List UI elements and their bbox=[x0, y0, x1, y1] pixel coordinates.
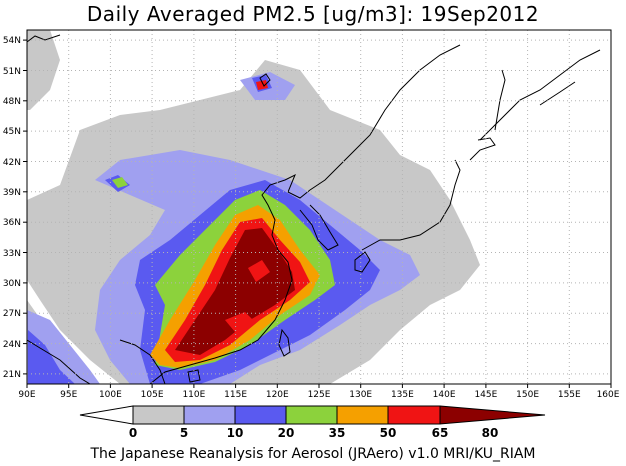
lat-label: 30N bbox=[3, 279, 21, 289]
level-80-plus bbox=[175, 228, 295, 355]
colorbar-label: 80 bbox=[482, 426, 499, 440]
grid bbox=[27, 30, 611, 384]
lake-baikal bbox=[259, 73, 271, 87]
lat-label: 45N bbox=[3, 127, 21, 137]
lat-labels: 21N 24N 27N 30N 33N 36N 39N 42N 45N 48N … bbox=[3, 36, 21, 380]
colorbar-min-arrow bbox=[79, 405, 134, 425]
tick-marks bbox=[23, 39, 612, 388]
level-35-50-b bbox=[112, 177, 128, 188]
colorbar-label: 0 bbox=[129, 426, 137, 440]
china-coast bbox=[149, 44, 461, 384]
colorbar-swatch-5 bbox=[132, 405, 185, 425]
kuril bbox=[539, 81, 576, 106]
lat-label: 24N bbox=[3, 340, 21, 350]
colorbar-swatch-50 bbox=[336, 405, 389, 425]
lat-label: 39N bbox=[3, 188, 21, 198]
red-hotspot-2 bbox=[225, 312, 255, 332]
colorbar-swatch-35 bbox=[285, 405, 338, 425]
lon-label: 95E bbox=[60, 390, 77, 400]
level-65-80-b bbox=[256, 80, 268, 90]
hainan bbox=[187, 369, 201, 383]
lat-label: 27N bbox=[3, 309, 21, 319]
lon-label: 130E bbox=[349, 390, 372, 400]
colorbar-label: 5 bbox=[180, 426, 188, 440]
colorbar-max-arrow bbox=[439, 405, 546, 425]
korea bbox=[299, 204, 339, 251]
colorbar-swatch-10 bbox=[183, 405, 236, 425]
taiwan bbox=[278, 328, 291, 357]
lat-label: 21N bbox=[3, 370, 21, 380]
map-title: Daily Averaged PM2.5 [ug/m3]: 19Sep2012 bbox=[86, 2, 540, 26]
lon-label: 140E bbox=[433, 390, 456, 400]
lat-label: 48N bbox=[3, 97, 21, 107]
colorbar-swatch-20 bbox=[234, 405, 287, 425]
lat-label: 42N bbox=[3, 158, 21, 168]
colorbar-label: 10 bbox=[227, 426, 244, 440]
lon-labels: 90E 95E 100E 105E 110E 115E 120E 125E 13… bbox=[18, 390, 619, 400]
lat-label: 54N bbox=[3, 36, 21, 46]
colorbar-label: 65 bbox=[432, 426, 449, 440]
colorbar: 0 5 10 20 35 50 65 80 bbox=[79, 405, 546, 440]
red-hotspot bbox=[248, 260, 270, 282]
lon-label: 155E bbox=[558, 390, 581, 400]
japan-kyushu bbox=[354, 251, 371, 273]
footer-credit: The Japanese Reanalysis for Aerosol (JRA… bbox=[90, 446, 536, 462]
concentration-field bbox=[27, 30, 480, 384]
colorbar-label: 20 bbox=[278, 426, 295, 440]
lon-label: 125E bbox=[308, 390, 331, 400]
lon-label: 115E bbox=[224, 390, 247, 400]
lon-label: 160E bbox=[597, 390, 620, 400]
colorbar-label: 50 bbox=[380, 426, 397, 440]
lon-label: 105E bbox=[141, 390, 164, 400]
lat-label: 51N bbox=[3, 67, 21, 77]
lon-label: 145E bbox=[474, 390, 497, 400]
lon-label: 135E bbox=[391, 390, 414, 400]
vietnam bbox=[119, 339, 166, 384]
lat-label: 36N bbox=[3, 218, 21, 228]
colorbar-swatch-65 bbox=[387, 405, 441, 425]
indochina bbox=[27, 339, 91, 384]
border-north bbox=[27, 34, 61, 43]
sakhalin bbox=[494, 69, 506, 131]
lon-label: 90E bbox=[18, 390, 35, 400]
lon-label: 150E bbox=[516, 390, 539, 400]
lat-label: 33N bbox=[3, 249, 21, 259]
russia-coast bbox=[479, 49, 601, 141]
lon-label: 110E bbox=[182, 390, 205, 400]
lon-label: 100E bbox=[99, 390, 122, 400]
colorbar-label: 35 bbox=[329, 426, 346, 440]
lon-label: 120E bbox=[266, 390, 289, 400]
